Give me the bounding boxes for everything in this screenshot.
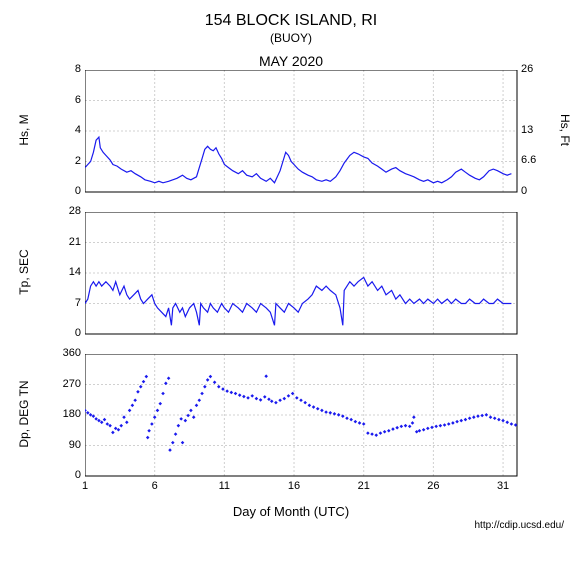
ytick-label: 0 [75,327,81,339]
ytick-label: 2 [75,155,81,167]
y2tick-label: 13 [521,124,533,136]
header: 154 BLOCK ISLAND, RI (BUOY) MAY 2020 [0,0,582,69]
ytick-label: 28 [69,205,81,217]
xtick-label: 21 [356,480,372,492]
ytick-label: 90 [69,439,81,451]
station-title: 154 BLOCK ISLAND, RI [0,12,582,30]
chart-tp: Tp, SEC07142128 [0,212,582,334]
ylabel-right-hs: Hs, Ft [558,100,572,160]
ytick-label: 270 [63,378,81,390]
plot-hs [85,70,518,193]
ytick-label: 21 [69,236,81,248]
ytick-label: 180 [63,408,81,420]
ylabel-tp: Tp, SEC [17,232,31,312]
credit-url: http://cdip.ucsd.edu/ [474,520,564,531]
ylabel-hs: Hs, M [17,90,31,170]
plot-dp [85,354,518,477]
chart-hs: Hs, MHs, Ft0246806.61326 [0,70,582,192]
xtick-label: 11 [216,480,232,492]
plot-tp [85,212,518,335]
y2tick-label: 6.6 [521,154,536,166]
xtick-label: 6 [147,480,163,492]
ylabel-dp: Dp, DEG TN [17,374,31,454]
month-title: MAY 2020 [0,53,582,69]
xtick-label: 1 [77,480,93,492]
ytick-label: 4 [75,124,81,136]
ytick-label: 6 [75,94,81,106]
xtick-label: 16 [286,480,302,492]
ytick-label: 7 [75,297,81,309]
xtick-label: 31 [495,480,511,492]
ytick-label: 14 [69,266,81,278]
chart-dp: Dp, DEG TN090180270360161116212631 [0,354,582,476]
xtick-label: 26 [425,480,441,492]
ytick-label: 0 [75,185,81,197]
y2tick-label: 26 [521,63,533,75]
ytick-label: 360 [63,347,81,359]
station-subtitle: (BUOY) [0,31,582,45]
x-axis-label: Day of Month (UTC) [0,504,582,519]
ytick-label: 8 [75,63,81,75]
y2tick-label: 0 [521,185,527,197]
